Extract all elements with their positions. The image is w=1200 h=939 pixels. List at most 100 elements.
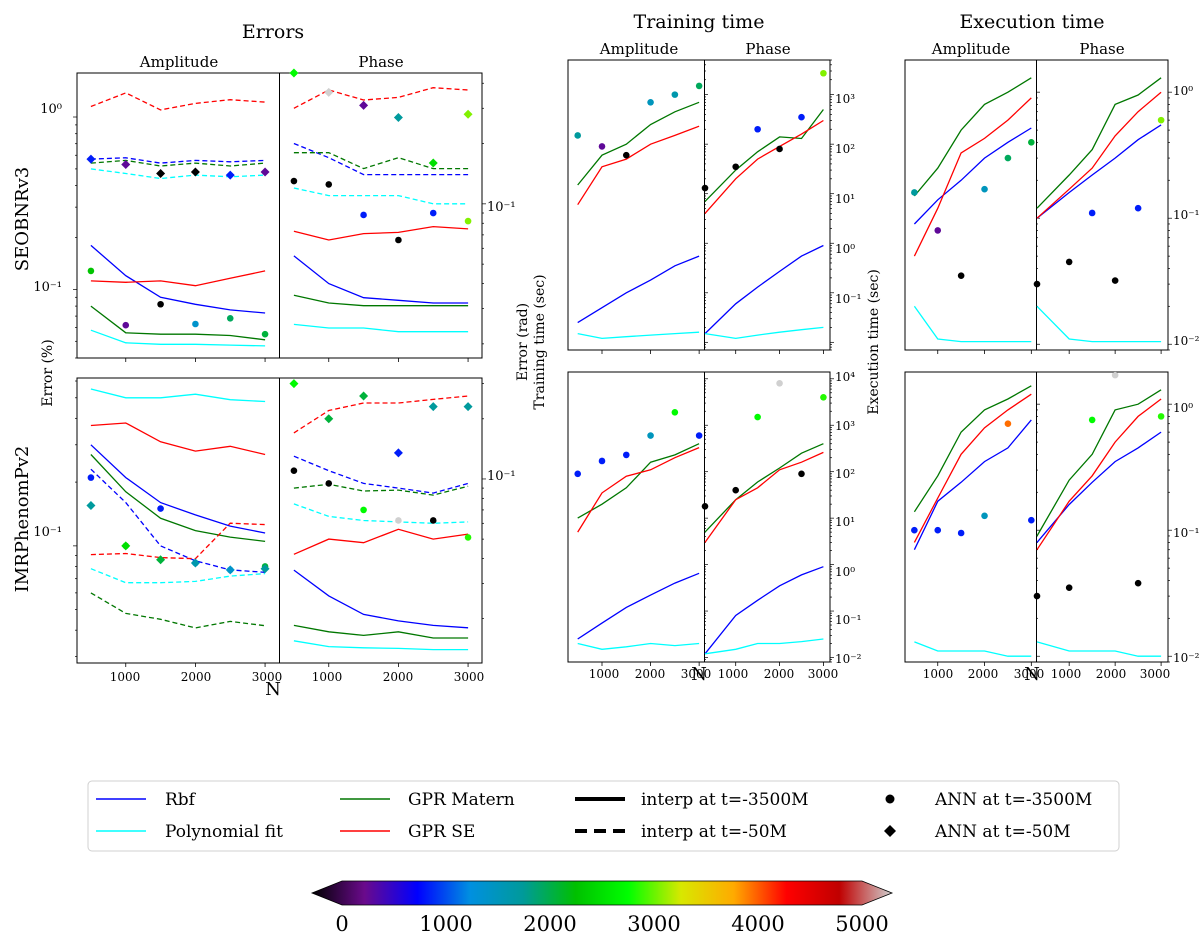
subtitle-errors-amplitude: Amplitude [139, 53, 219, 71]
series-line-gpr-matern-solid [577, 101, 700, 186]
series-line-rbf-solid [704, 244, 824, 335]
row-label-imrphenompv2: IMRPhenomPv2 [12, 446, 33, 593]
series-line-rbf-solid [913, 127, 1032, 225]
series-line-rbf-solid [90, 244, 266, 314]
series-line-gpr-matern-solid [1036, 77, 1162, 209]
ann-circle-point [622, 451, 630, 459]
legend-swatch-circle [885, 794, 895, 804]
series-line-gpr-matern-solid [577, 443, 700, 519]
ann-circle-point [671, 408, 679, 416]
chart-marks [73, 59, 1172, 667]
ann-circle-point [981, 512, 988, 520]
ann-circle-point [695, 82, 703, 90]
ann-circle-point [429, 517, 437, 524]
ann-circle-point [934, 526, 942, 534]
ann-circle-point [1157, 116, 1165, 124]
series-line-gpr-matern-solid [1036, 389, 1162, 537]
ann-circle-point [1028, 516, 1035, 524]
series-line-gpr-se-solid [577, 125, 700, 206]
series-line-gpr-se-solid [1036, 91, 1162, 219]
ytick-label: 10⁻² [835, 652, 862, 666]
legend-label-ann-circle: ANN at t=-3500M [934, 790, 1092, 810]
ytick-label: 10⁰ [1173, 84, 1193, 98]
series-line-gpr-matern-solid [293, 294, 469, 307]
ann-circle-point [464, 217, 472, 225]
ann-circle-point [701, 184, 709, 192]
xtick-label: 2000 [1096, 667, 1127, 681]
xtick-label: 2000 [181, 670, 212, 684]
series-line-rbf-solid [293, 569, 469, 629]
ann-diamond-point [86, 501, 96, 511]
ann-circle-point [192, 320, 199, 328]
ann-circle-point [261, 330, 269, 338]
series-line-polynomial-fit-solid [1036, 641, 1162, 657]
ann-circle-point [226, 314, 234, 322]
legend-label-solid: interp at t=-3500M [641, 790, 809, 810]
ann-circle-point [934, 227, 942, 234]
xtick-label: 3000 [454, 670, 485, 684]
ytick-label: 10³ [835, 419, 855, 433]
series-line-gpr-se-solid [704, 451, 824, 543]
ann-circle-point [1033, 280, 1041, 288]
subtitle-execution-amplitude: Amplitude [931, 40, 1011, 58]
colorbar-tick-label: 5000 [835, 912, 888, 936]
ytick-label: 10⁰ [835, 242, 855, 256]
ann-circle-point [87, 267, 95, 275]
ann-diamond-point [359, 100, 369, 110]
ytick-label: 10⁻¹ [835, 292, 861, 306]
series-line-rbf-dashed [293, 455, 469, 494]
ann-circle-point [754, 413, 761, 421]
ann-circle-point [1065, 258, 1073, 266]
ytick-label: 10² [835, 467, 855, 481]
ann-diamond-point [289, 379, 299, 389]
group-title-execution-time: Execution time [959, 11, 1104, 33]
xtick-label: 2000 [635, 667, 666, 681]
ann-circle-point [820, 69, 827, 77]
group-title-errors: Errors [242, 21, 304, 43]
series-line-gpr-matern-solid [293, 624, 469, 639]
ann-diamond-point [393, 448, 403, 458]
ann-diamond-point [428, 402, 438, 412]
series-line-polynomial-fit-solid [90, 329, 266, 347]
colorbar: 0 1000 2000 3000 4000 5000 [310, 880, 894, 936]
ytick-label: 10⁰ [835, 565, 855, 579]
ytick-label: 10⁻² [1173, 334, 1200, 348]
ann-diamond-point [463, 109, 473, 119]
subtitle-execution-phase: Phase [1079, 40, 1124, 58]
ytick-label: 10³ [835, 92, 855, 106]
legend-swatch-diamond [884, 825, 896, 837]
xlabel-training-time: N [691, 664, 707, 685]
series-line-gpr-matern-dashed [90, 592, 266, 629]
series-line-polynomial-fit-solid [913, 305, 1032, 343]
ann-circle-point [1111, 277, 1119, 284]
ytick-label: 10⁻¹ [487, 469, 516, 484]
ann-circle-point [574, 470, 582, 478]
ann-circle-point [701, 502, 709, 510]
series-line-polynomial-fit-dashed [90, 568, 266, 584]
series-line-gpr-se-solid [90, 270, 266, 287]
ann-circle-point [1033, 592, 1041, 600]
series-line-rbf-dashed [293, 142, 469, 176]
ytick-label: 10² [835, 142, 855, 156]
ytick-label: 10⁻¹ [33, 280, 62, 295]
ann-circle-point [598, 143, 606, 150]
series-line-gpr-matern-solid [913, 385, 1032, 513]
ann-circle-point [647, 99, 654, 106]
ytick-label: 10⁴ [835, 370, 855, 384]
series-line-gpr-se-solid [577, 447, 700, 533]
series-line-gpr-se-solid [913, 97, 1032, 257]
series-line-gpr-matern-dashed [90, 159, 266, 167]
series-line-rbf-solid [913, 419, 1032, 550]
ann-circle-point [798, 113, 805, 121]
xtick-label: 3000 [252, 670, 283, 684]
ann-circle-point [1065, 584, 1073, 591]
ann-diamond-point [121, 541, 131, 551]
series-line-gpr-se-solid [1036, 398, 1162, 551]
ann-diamond-point [121, 160, 131, 170]
ytick-label: 10⁻¹ [487, 200, 516, 215]
ann-circle-point [798, 470, 805, 478]
xtick-label: 3000 [808, 667, 839, 681]
ann-circle-point [1088, 209, 1096, 217]
series-line-polynomial-fit-solid [914, 641, 1032, 657]
